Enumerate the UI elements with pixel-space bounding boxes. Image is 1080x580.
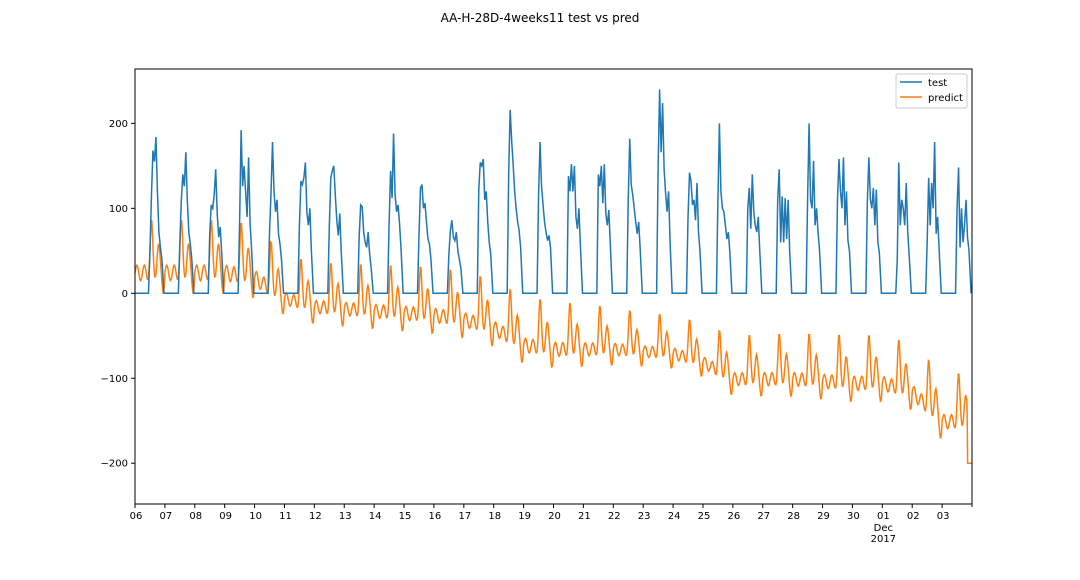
y-tick-label: −100	[101, 374, 128, 385]
x-tick-label: 20	[548, 511, 561, 522]
series-line-predict	[135, 220, 972, 464]
x-tick-label: 17	[458, 511, 471, 522]
x-tick-label: 11	[279, 511, 292, 522]
x-tick-label: 30	[847, 511, 860, 522]
x-axis: 06 07 08 09 10 11 12 13 14 15 16 17 18 19 20 21 22 23 24 25…	[130, 504, 973, 545]
x-tick-label: 07	[160, 511, 173, 522]
x-tick-label: 14	[369, 511, 382, 522]
x-tick-label: 02	[907, 511, 920, 522]
series-group	[135, 89, 972, 464]
x-tick-label: 12	[309, 511, 322, 522]
y-axis: −200 −100 0 100 200	[101, 119, 135, 470]
legend-label-test: test	[928, 78, 947, 89]
x-tick-label: 13	[339, 511, 352, 522]
x-tick-label: 01	[877, 511, 890, 522]
x-tick-label: 21	[578, 511, 591, 522]
x-tick-label: 22	[608, 511, 621, 522]
y-tick-label: −200	[101, 459, 128, 470]
x-tick-label: 15	[399, 511, 412, 522]
x-tick-label: 06	[130, 511, 143, 522]
x-year-label: 2017	[871, 534, 896, 545]
series-line-test	[135, 89, 972, 295]
y-tick-label: 0	[122, 289, 128, 300]
plot-frame	[134, 68, 973, 505]
x-tick-label: 16	[429, 511, 442, 522]
x-tick-label: 25	[698, 511, 711, 522]
x-tick-label: 29	[817, 511, 830, 522]
x-tick-label: 27	[757, 511, 770, 522]
x-tick-label: 03	[937, 511, 950, 522]
x-tick-label: 26	[727, 511, 740, 522]
x-month-label: Dec	[874, 523, 893, 534]
x-tick-label: 24	[668, 511, 681, 522]
legend-label-predict: predict	[928, 93, 963, 104]
chart-title: AA-H-28D-4weeks11 test vs pred	[441, 11, 640, 25]
y-tick-label: 200	[109, 119, 128, 130]
x-tick-label: 28	[787, 511, 800, 522]
x-tick-label: 19	[518, 511, 531, 522]
legend: test predict	[895, 73, 968, 109]
x-tick-label: 18	[488, 511, 501, 522]
x-tick-label: 09	[219, 511, 232, 522]
x-tick-label: 10	[249, 511, 262, 522]
y-tick-label: 100	[109, 204, 128, 215]
x-tick-label: 08	[189, 511, 202, 522]
x-tick-label: 23	[638, 511, 651, 522]
